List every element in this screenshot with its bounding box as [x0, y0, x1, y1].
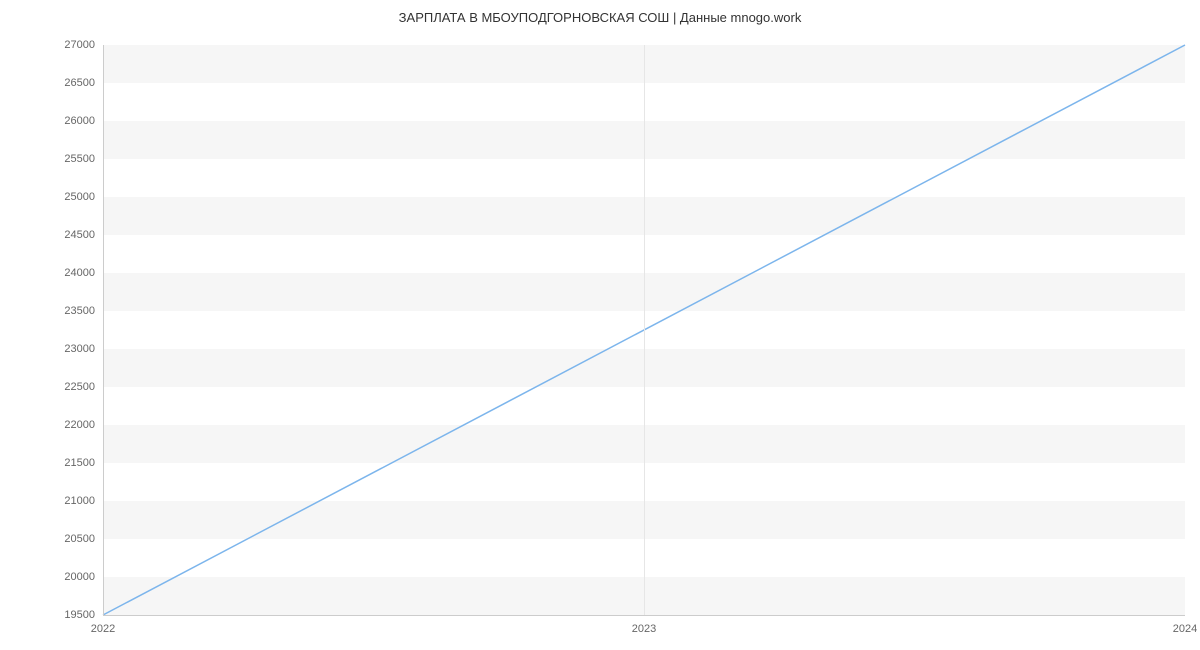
x-axis-tick-label: 2023	[632, 615, 656, 635]
y-axis-tick-label: 23000	[64, 343, 103, 355]
x-axis-tick-label: 2024	[1173, 615, 1197, 635]
y-axis-tick-label: 25500	[64, 153, 103, 165]
chart-plot-area: 1950020000205002100021500220002250023000…	[103, 45, 1185, 615]
y-axis-tick-label: 22000	[64, 419, 103, 431]
y-axis-tick-label: 23500	[64, 305, 103, 317]
y-axis-tick-label: 20000	[64, 571, 103, 583]
y-axis-tick-label: 26000	[64, 115, 103, 127]
y-axis-tick-label: 21000	[64, 495, 103, 507]
x-axis-tick-label: 2022	[91, 615, 115, 635]
y-axis-line	[103, 45, 104, 615]
y-axis-tick-label: 24000	[64, 267, 103, 279]
y-axis-tick-label: 26500	[64, 77, 103, 89]
y-axis-tick-label: 24500	[64, 229, 103, 241]
y-axis-tick-label: 22500	[64, 381, 103, 393]
y-axis-tick-label: 25000	[64, 191, 103, 203]
x-axis-line	[103, 615, 1185, 616]
y-axis-tick-label: 27000	[64, 39, 103, 51]
y-axis-tick-label: 21500	[64, 457, 103, 469]
y-axis-tick-label: 20500	[64, 533, 103, 545]
chart-vertical-gridline	[644, 45, 645, 615]
chart-title: ЗАРПЛАТА В МБОУПОДГОРНОВСКАЯ СОШ | Данны…	[0, 10, 1200, 25]
